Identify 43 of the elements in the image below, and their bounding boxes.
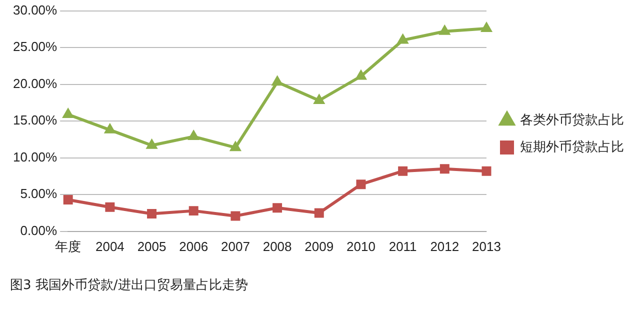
point xyxy=(356,180,366,190)
x-tick-label: 2013 xyxy=(472,238,501,254)
point xyxy=(230,211,240,221)
x-tick-label: 2006 xyxy=(179,238,208,254)
x-tick-label: 2012 xyxy=(430,238,460,254)
point xyxy=(230,141,242,152)
x-tick-label: 2005 xyxy=(137,238,166,254)
legend-label: 各类外币贷款占比 xyxy=(520,112,624,128)
y-tick-label: 15.00% xyxy=(12,112,58,128)
point xyxy=(146,138,158,149)
y-tick-label: 30.00% xyxy=(12,2,58,18)
x-tick-label: 年度 xyxy=(55,238,82,254)
caption: 图3 我国外币贷款/进出口贸易量占比走势 xyxy=(10,277,249,294)
point xyxy=(482,166,492,176)
legend-label: 短期外币贷款占比 xyxy=(520,139,624,154)
y-tick-label: 5.00% xyxy=(20,186,58,202)
x-tick-label: 2008 xyxy=(262,238,292,254)
point xyxy=(440,164,450,174)
point xyxy=(314,208,324,218)
point xyxy=(105,202,115,212)
point xyxy=(272,76,283,86)
point xyxy=(62,108,74,118)
point xyxy=(104,123,116,134)
x-tick-label: 2007 xyxy=(220,238,250,254)
point xyxy=(147,209,157,218)
point xyxy=(188,206,198,216)
x-tick-label: 2011 xyxy=(388,238,417,254)
point xyxy=(480,22,492,32)
point xyxy=(397,34,409,44)
x-tick-label: 2010 xyxy=(346,238,376,254)
x-tick-label: 2009 xyxy=(304,238,334,254)
point xyxy=(63,195,73,205)
point xyxy=(272,203,282,213)
point xyxy=(398,166,408,176)
point xyxy=(313,94,325,104)
x-tick-label: 2004 xyxy=(95,238,124,254)
point xyxy=(355,70,367,80)
point xyxy=(188,130,200,140)
y-tick-label: 20.00% xyxy=(12,76,58,91)
point xyxy=(438,24,450,35)
y-tick-label: 0.00% xyxy=(20,222,58,238)
y-tick-label: 25.00% xyxy=(12,39,58,54)
y-tick-label: 10.00% xyxy=(12,149,58,164)
